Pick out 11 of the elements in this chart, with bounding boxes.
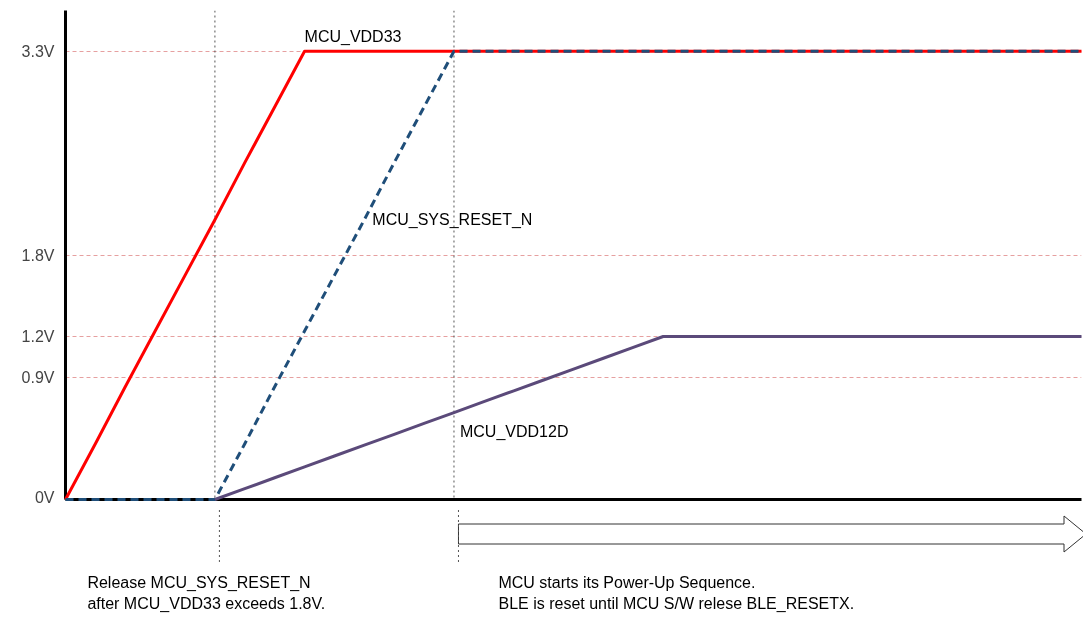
y-tick-label: 1.8V — [21, 246, 55, 264]
series-label: MCU_VDD33 — [304, 28, 402, 47]
text: Release MCU_SYS_RESET_N after MCU_VDD33 exceeds 1.8V. — [87, 573, 326, 614]
y-tick-label: 3.3V — [21, 42, 55, 60]
series-label: MCU_VDD12D — [459, 422, 569, 441]
text: MCU starts its Power-Up Sequence. BLE is reset until MCU S/W relese BLE_RESETX. — [498, 573, 855, 614]
y-tick-label: 0V — [34, 488, 55, 506]
series-label: MCU_SYS_RESET_N — [372, 211, 533, 230]
line-series — [213, 335, 1083, 501]
y-tick-label: 1.2V — [21, 328, 55, 345]
y-tick-label: 0.9V — [21, 368, 55, 386]
